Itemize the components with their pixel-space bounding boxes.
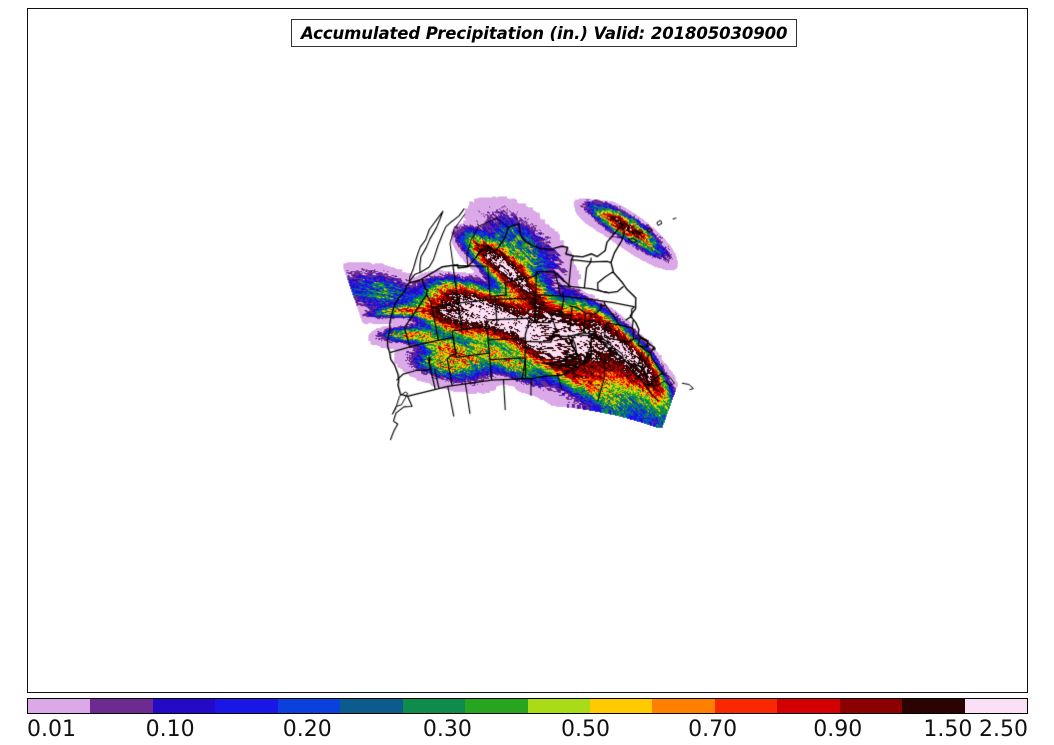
precipitation-map-canvas	[28, 9, 1027, 692]
colorbar-tick-labels: 0.01 0.10 0.20 0.30 0.50 0.70 0.90 1.50 2.50	[27, 714, 1028, 745]
colorbar-label-0-50: 0.50	[561, 717, 611, 742]
colorbar-swatch-6	[402, 699, 466, 713]
colorbar-swatch-8	[527, 699, 590, 713]
colorbar-swatch-2	[152, 699, 216, 713]
map-title-box: Accumulated Precipitation (in.) Valid: 2…	[291, 19, 798, 47]
colorbar-swatch-14	[902, 699, 965, 713]
colorbar-label-0-20: 0.20	[282, 717, 332, 742]
colorbar-swatch-5	[340, 699, 403, 713]
colorbar-swatch-0	[28, 699, 91, 713]
colorbar-swatch-7	[465, 699, 528, 713]
colorbar-swatch-11	[714, 699, 778, 713]
colorbar-swatch-1	[90, 699, 153, 713]
colorbar-swatch-3	[215, 699, 278, 713]
colorbar-label-0-90: 0.90	[813, 717, 863, 742]
colorbar-label-0-01: 0.01	[27, 717, 76, 742]
colorbar-swatch-15	[964, 699, 1027, 713]
colorbar-swatch-10	[652, 699, 715, 713]
colorbar-swatch-9	[589, 699, 653, 713]
colorbar-label-1-50: 1.50	[923, 717, 973, 742]
colorbar-label-2-50: 2.50	[979, 717, 1028, 742]
colorbar-swatches	[27, 698, 1028, 714]
map-title-text: Accumulated Precipitation (in.) Valid: 2…	[301, 23, 788, 43]
colorbar	[27, 698, 1028, 714]
colorbar-swatch-13	[839, 699, 903, 713]
map-frame	[27, 8, 1028, 693]
colorbar-swatch-4	[277, 699, 341, 713]
colorbar-swatch-12	[777, 699, 840, 713]
colorbar-label-0-70: 0.70	[688, 717, 738, 742]
colorbar-label-0-30: 0.30	[422, 717, 472, 742]
colorbar-label-0-10: 0.10	[145, 717, 195, 742]
